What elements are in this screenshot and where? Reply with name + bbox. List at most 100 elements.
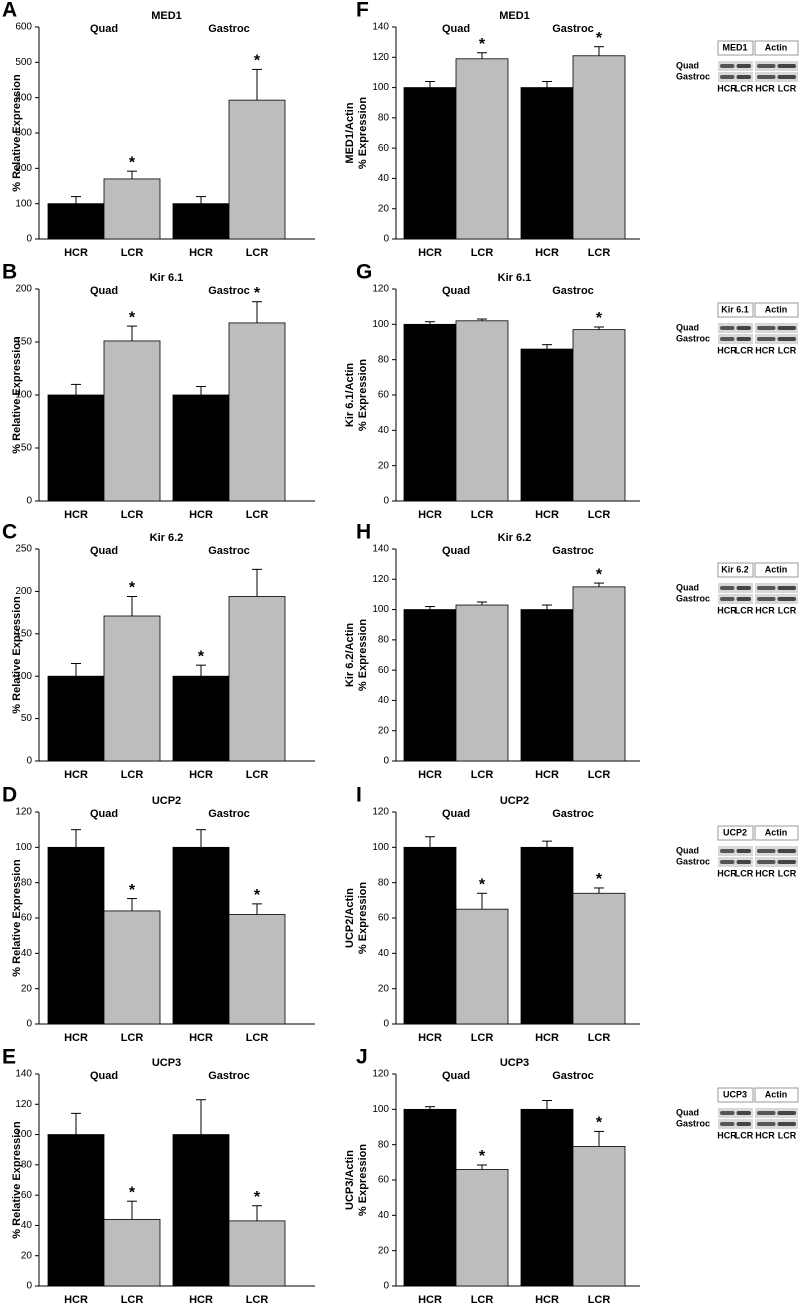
x-tick-label: HCR bbox=[418, 769, 442, 781]
significance-marker: * bbox=[129, 580, 136, 597]
y-tick-label: 200 bbox=[15, 163, 32, 174]
bar bbox=[520, 846, 574, 1025]
chart-title: UCP3 bbox=[152, 1057, 181, 1069]
bar bbox=[103, 1218, 161, 1287]
blot-band bbox=[736, 337, 751, 341]
blot-band bbox=[777, 586, 796, 590]
y-tick-label: 100 bbox=[372, 604, 389, 615]
blot-strip bbox=[755, 583, 798, 593]
group-label: Quad bbox=[442, 23, 470, 35]
group-label: Gastroc bbox=[552, 808, 594, 820]
x-tick-label: LCR bbox=[246, 1294, 269, 1306]
blot-header bbox=[717, 40, 754, 56]
group-label: Gastroc bbox=[552, 23, 594, 35]
y-tick-label: 80 bbox=[378, 354, 390, 365]
y-tick-label: 100 bbox=[15, 842, 32, 853]
blot-strip bbox=[718, 323, 753, 333]
blot-band bbox=[757, 337, 776, 341]
y-tick-label: 80 bbox=[378, 112, 390, 123]
significance-marker: * bbox=[129, 882, 136, 899]
y-tick-label: 60 bbox=[378, 913, 390, 924]
blot-band bbox=[720, 586, 735, 590]
bar bbox=[47, 394, 105, 502]
group-label: Gastroc bbox=[552, 285, 594, 297]
x-tick-label: LCR bbox=[121, 247, 144, 259]
blot-band bbox=[777, 337, 796, 341]
x-tick-label: HCR bbox=[189, 247, 213, 259]
bar bbox=[455, 604, 509, 762]
chart-title: MED1 bbox=[151, 10, 182, 22]
y-tick-label: 20 bbox=[21, 983, 33, 994]
blot-header bbox=[717, 825, 754, 841]
blot-lane-label: HCR bbox=[717, 605, 737, 615]
panel-letter: B bbox=[2, 261, 17, 284]
y-tick-label: 0 bbox=[26, 1281, 32, 1292]
y-tick-label: 0 bbox=[26, 496, 32, 507]
y-tick-label: 400 bbox=[15, 92, 32, 103]
panel-letter: G bbox=[356, 261, 372, 284]
blot-band bbox=[720, 326, 735, 330]
y-tick-label: 40 bbox=[378, 1210, 390, 1221]
group-label: Quad bbox=[442, 1070, 470, 1082]
y-tick-label: 80 bbox=[21, 1159, 33, 1170]
x-tick-label: HCR bbox=[189, 1032, 213, 1044]
bar bbox=[47, 675, 105, 762]
y-tick-label: 40 bbox=[378, 695, 390, 706]
blot-row-label: Gastroc bbox=[676, 71, 710, 81]
bar bbox=[520, 348, 574, 502]
blot-row-label: Quad bbox=[676, 582, 699, 592]
blot-band bbox=[736, 1122, 751, 1126]
group-label: Gastroc bbox=[552, 1070, 594, 1082]
bar bbox=[103, 178, 161, 240]
blot-strip bbox=[718, 334, 753, 344]
bar bbox=[103, 340, 161, 502]
blot-band bbox=[736, 75, 751, 79]
y-axis-label: UCP3/Actin bbox=[344, 1150, 356, 1210]
blot-strip bbox=[718, 846, 753, 856]
blot-row-label: Gastroc bbox=[676, 1118, 710, 1128]
blot-strip bbox=[755, 1108, 798, 1118]
y-tick-label: 120 bbox=[372, 1069, 389, 1080]
y-tick-label: 20 bbox=[378, 725, 390, 736]
blot-lane-label: LCR bbox=[735, 83, 754, 93]
group-label: Gastroc bbox=[208, 808, 250, 820]
x-tick-label: LCR bbox=[588, 1032, 611, 1044]
significance-marker: * bbox=[596, 871, 603, 888]
blot-protein: MED1 bbox=[722, 42, 747, 52]
bar bbox=[228, 596, 286, 762]
blot-control: Actin bbox=[765, 827, 788, 837]
y-tick-label: 150 bbox=[15, 337, 32, 348]
x-tick-label: HCR bbox=[189, 509, 213, 521]
blot-row-label: Quad bbox=[676, 845, 699, 855]
blot-control: Actin bbox=[765, 1089, 788, 1099]
significance-marker: * bbox=[479, 876, 486, 893]
group-label: Quad bbox=[90, 23, 118, 35]
chart-title: Kir 6.1 bbox=[498, 272, 532, 284]
blot-band bbox=[736, 849, 751, 853]
bar bbox=[228, 99, 286, 240]
significance-marker: * bbox=[254, 1189, 261, 1206]
panel-letter: A bbox=[2, 0, 17, 22]
y-axis-label: % Expression bbox=[357, 619, 369, 691]
blot-lane-label: HCR bbox=[717, 868, 737, 878]
blot-protein: UCP2 bbox=[723, 827, 747, 837]
y-tick-label: 200 bbox=[15, 284, 32, 295]
bar bbox=[455, 908, 509, 1025]
blot-strip bbox=[755, 61, 798, 71]
blot-row-label: Quad bbox=[676, 60, 699, 70]
panel-letter: H bbox=[356, 521, 371, 544]
blot-header bbox=[754, 40, 799, 56]
blot-control: Actin bbox=[765, 564, 788, 574]
x-tick-label: HCR bbox=[535, 1032, 559, 1044]
y-tick-label: 40 bbox=[378, 425, 390, 436]
y-tick-label: 40 bbox=[378, 948, 390, 959]
bar bbox=[403, 87, 457, 240]
y-tick-label: 100 bbox=[15, 1129, 32, 1140]
blot-strip bbox=[718, 583, 753, 593]
blot-band bbox=[736, 586, 751, 590]
y-tick-label: 0 bbox=[383, 1019, 389, 1030]
x-tick-label: HCR bbox=[64, 1032, 88, 1044]
